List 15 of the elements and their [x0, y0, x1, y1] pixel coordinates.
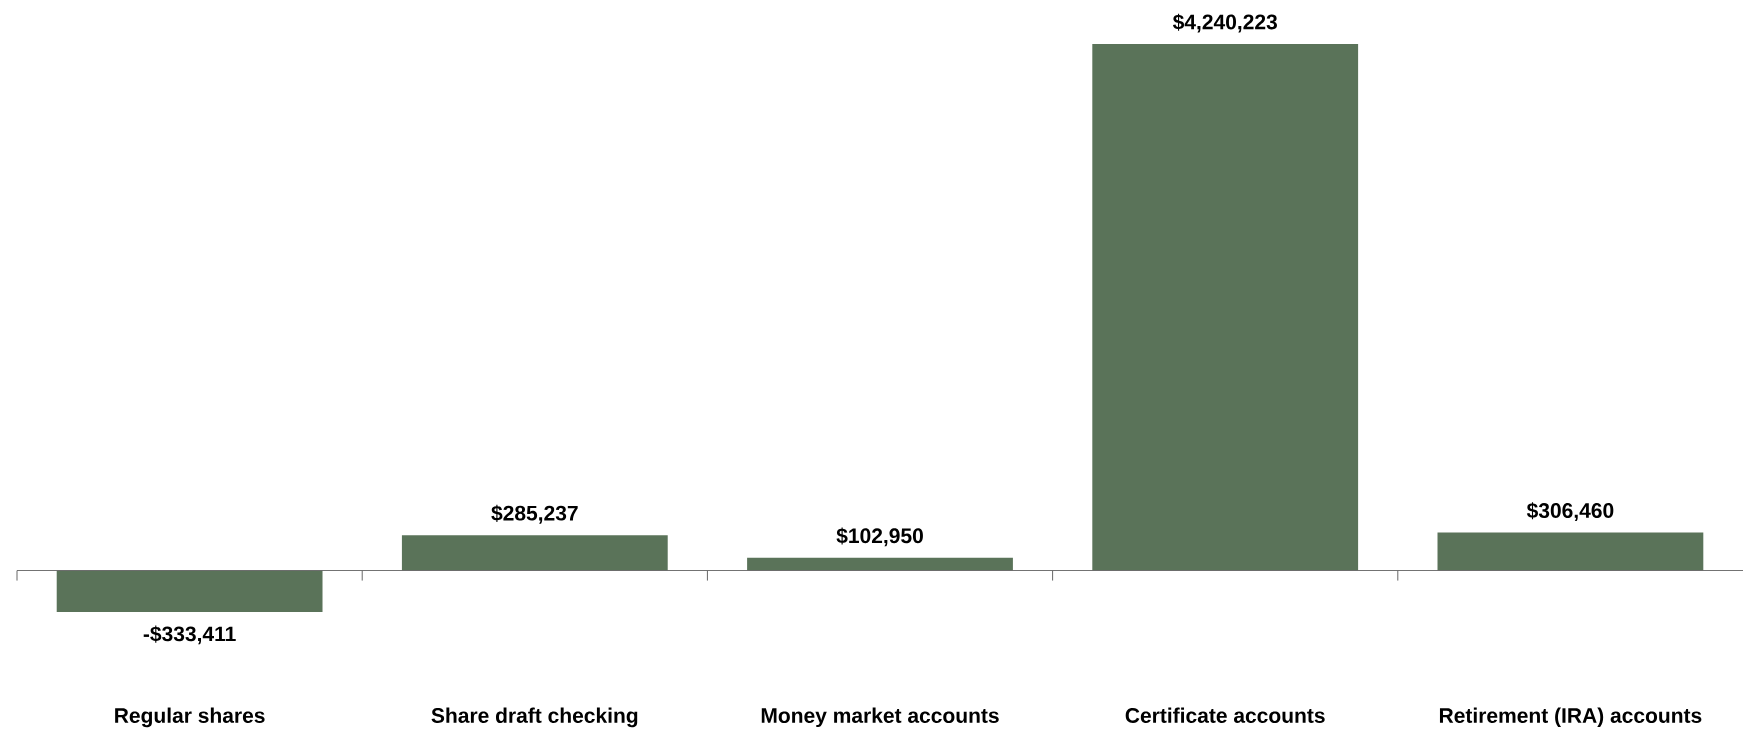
x-tick-label: Certificate accounts [1125, 707, 1325, 723]
bar [1437, 532, 1704, 571]
data-label: $285,237 [491, 504, 578, 524]
x-tick-label: Regular shares [115, 707, 265, 728]
bar [401, 535, 668, 571]
data-label: $102,950 [836, 527, 923, 547]
x-tick-label: Retirement (IRA) accounts [1439, 707, 1702, 728]
x-tick-label: Share draft checking [431, 707, 638, 728]
data-label: $4,240,223 [1172, 13, 1277, 33]
data-label: $306,460 [1526, 502, 1614, 521]
x-tick-label: Money market accounts [761, 707, 999, 728]
bar [56, 570, 323, 612]
bar [1092, 44, 1359, 571]
bar [747, 557, 1013, 571]
data-label: -$333,411 [143, 625, 236, 645]
